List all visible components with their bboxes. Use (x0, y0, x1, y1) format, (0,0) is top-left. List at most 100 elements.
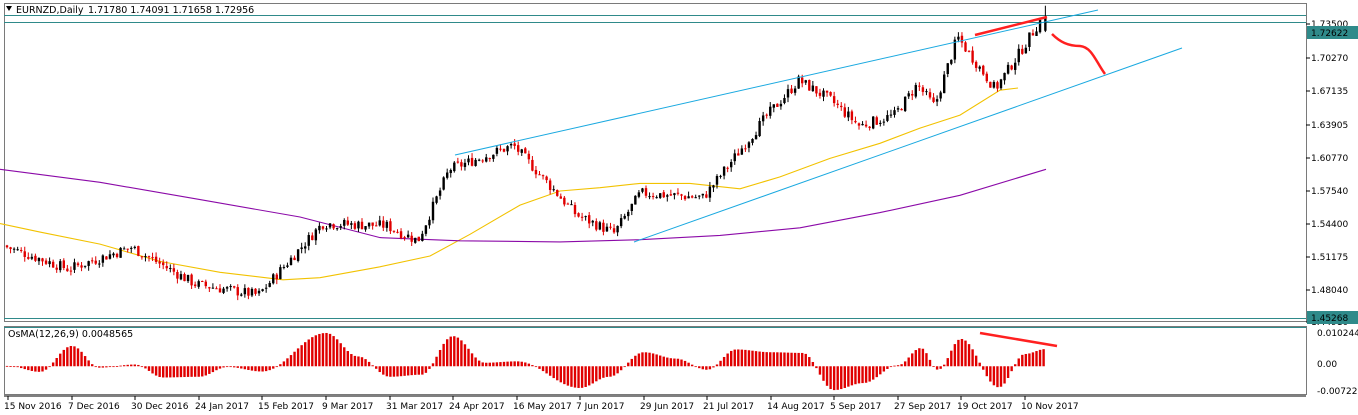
candle (1006, 62, 1010, 75)
osma-bar (666, 357, 669, 367)
chart-menu-arrow-icon[interactable] (6, 6, 12, 11)
osma-bar (438, 349, 442, 367)
candle (918, 82, 921, 91)
candle-body (673, 193, 676, 196)
osma-bar (1042, 349, 1045, 367)
osma-bar (154, 366, 158, 376)
candle-body (389, 221, 392, 232)
candle-body (162, 262, 165, 266)
osma-bar (524, 362, 527, 367)
candle (311, 232, 314, 241)
candle (446, 168, 449, 180)
candle (321, 225, 325, 231)
osma-bar (733, 349, 736, 367)
osma-bar (371, 365, 374, 367)
osma-bar (332, 336, 335, 367)
osma-bar (801, 352, 804, 367)
candle (154, 252, 158, 264)
candle-body (801, 77, 804, 84)
candle-body (605, 226, 609, 232)
candle-body (272, 274, 275, 284)
candle-body (204, 281, 207, 287)
candle-body (62, 260, 65, 269)
osma-bar (1017, 358, 1020, 367)
candle (552, 185, 555, 192)
osma-bar (627, 362, 630, 367)
candle-body (765, 114, 768, 116)
osma-bar (403, 366, 406, 376)
osma-bar (1021, 354, 1024, 367)
candle-body (595, 221, 598, 230)
osma-bar (115, 366, 119, 367)
candle (229, 284, 232, 291)
candle (669, 189, 673, 197)
candle-body (424, 225, 428, 234)
candle-body (829, 92, 832, 96)
candle-body (115, 253, 119, 258)
candle (854, 116, 857, 124)
candle (566, 202, 570, 205)
candle (872, 116, 875, 130)
candle (30, 253, 34, 261)
candle (747, 141, 751, 153)
candle-body (563, 197, 566, 205)
candle-body (34, 255, 37, 261)
candle-body (137, 246, 140, 256)
candle-body (87, 261, 90, 266)
candle-body (126, 248, 129, 250)
candle (119, 247, 122, 258)
candle-body (279, 267, 282, 280)
candle (545, 175, 548, 184)
candle (115, 252, 119, 259)
candle-body (9, 247, 12, 250)
candle (449, 168, 452, 178)
candle (94, 256, 97, 265)
candle (201, 280, 204, 283)
candle (598, 220, 602, 231)
candle (87, 260, 90, 271)
osma-bar (112, 366, 115, 368)
candle (144, 253, 147, 262)
candle (900, 108, 903, 111)
candle (708, 181, 712, 202)
candle (190, 273, 193, 289)
candle-body (410, 235, 413, 242)
osma-bar (637, 353, 641, 367)
candle (300, 242, 303, 254)
candle (1035, 26, 1038, 37)
candle-body (261, 289, 264, 292)
candle-body (619, 218, 623, 227)
osma-bar (793, 352, 797, 367)
candle-body (382, 220, 385, 228)
candle-body (861, 123, 864, 126)
candle (588, 212, 591, 229)
time-label: 19 Oct 2017 (957, 402, 1013, 412)
candle-body (360, 221, 364, 230)
osma-bar (950, 350, 953, 367)
osma-bar (804, 353, 807, 367)
osma-bar (307, 339, 310, 367)
osma-bar (83, 356, 87, 367)
candle-body (822, 90, 825, 97)
candle-body (531, 159, 534, 171)
candle (634, 195, 637, 205)
candle (364, 226, 367, 232)
candle-body (428, 219, 431, 226)
trend-channel (454, 9, 1183, 243)
candle-body (101, 255, 105, 263)
candle (147, 255, 151, 262)
osma-bar (911, 353, 914, 367)
osma-bar (293, 351, 296, 367)
slow-ma-line (0, 168, 1047, 243)
candle (73, 258, 76, 273)
osma-bar (527, 363, 531, 367)
candle (666, 193, 669, 202)
osma-bar (190, 366, 193, 377)
candle-body (282, 266, 286, 268)
osma-bar (449, 336, 452, 367)
osma-bar (140, 366, 144, 368)
candle (627, 209, 630, 221)
candle-body (1003, 72, 1006, 81)
candle-body (375, 225, 378, 227)
candle-body (534, 169, 538, 175)
